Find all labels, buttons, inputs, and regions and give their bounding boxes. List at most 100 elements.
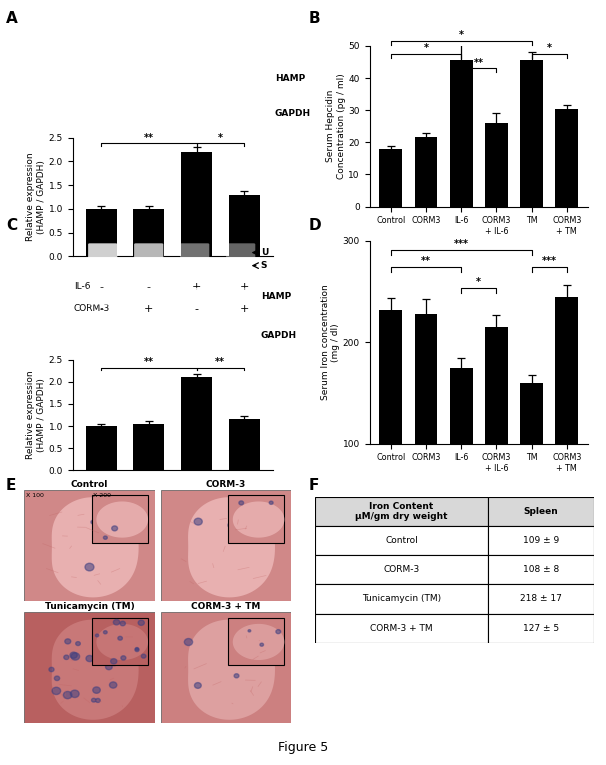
Circle shape	[104, 630, 107, 634]
Circle shape	[113, 620, 120, 625]
FancyBboxPatch shape	[134, 288, 163, 305]
Text: Figure 5: Figure 5	[278, 741, 328, 754]
Polygon shape	[52, 497, 139, 597]
Text: TM: TM	[74, 495, 87, 504]
Text: -: -	[99, 282, 103, 292]
Circle shape	[121, 656, 126, 660]
FancyBboxPatch shape	[182, 259, 207, 272]
Text: E: E	[6, 478, 16, 493]
Polygon shape	[96, 624, 148, 660]
Text: Spleen: Spleen	[524, 507, 558, 516]
Text: -: -	[99, 304, 103, 314]
Bar	[555, 109, 578, 207]
Bar	[488, 555, 594, 584]
FancyBboxPatch shape	[88, 288, 118, 305]
Circle shape	[70, 652, 77, 659]
Text: CORM-3: CORM-3	[74, 515, 110, 524]
Text: +: +	[192, 282, 201, 292]
Text: 109 ± 9: 109 ± 9	[523, 536, 559, 545]
Circle shape	[194, 518, 202, 525]
Polygon shape	[96, 502, 148, 538]
FancyBboxPatch shape	[83, 99, 122, 128]
Circle shape	[55, 676, 59, 681]
FancyBboxPatch shape	[221, 99, 261, 128]
FancyBboxPatch shape	[225, 69, 256, 88]
Text: -: -	[195, 515, 199, 525]
Text: **: **	[144, 133, 154, 143]
Circle shape	[76, 642, 81, 646]
Circle shape	[135, 648, 139, 652]
Polygon shape	[233, 624, 284, 660]
Title: Tunicamycin (TM): Tunicamycin (TM)	[44, 602, 135, 611]
Bar	[92, 617, 148, 666]
Text: ***: ***	[454, 239, 468, 249]
Text: -: -	[99, 495, 103, 505]
Polygon shape	[233, 502, 284, 538]
Text: +: +	[239, 282, 249, 292]
Text: -: -	[99, 515, 103, 525]
Bar	[520, 60, 543, 207]
Bar	[181, 152, 212, 256]
FancyBboxPatch shape	[176, 324, 213, 347]
Bar	[92, 495, 148, 543]
Circle shape	[52, 687, 61, 695]
Circle shape	[93, 687, 100, 693]
Text: *: *	[476, 277, 481, 287]
Bar	[181, 377, 212, 470]
Circle shape	[85, 563, 94, 571]
Text: IL-6: IL-6	[74, 282, 90, 291]
FancyBboxPatch shape	[222, 324, 259, 347]
Text: Iron Content
μM/gm dry weight: Iron Content μM/gm dry weight	[355, 502, 448, 522]
Circle shape	[110, 682, 117, 688]
Text: CORM-3: CORM-3	[384, 565, 420, 575]
Bar	[86, 209, 117, 256]
Text: GAPDH: GAPDH	[261, 331, 297, 340]
Circle shape	[49, 667, 54, 672]
Text: X 100: X 100	[25, 493, 44, 498]
FancyBboxPatch shape	[228, 259, 253, 272]
Bar	[488, 614, 594, 643]
Bar	[485, 123, 508, 207]
Bar	[86, 426, 117, 470]
FancyBboxPatch shape	[129, 99, 168, 128]
Circle shape	[276, 630, 281, 633]
Circle shape	[112, 526, 118, 531]
Bar	[315, 526, 488, 555]
Text: **: **	[474, 57, 484, 67]
FancyBboxPatch shape	[84, 324, 121, 347]
Text: +: +	[239, 515, 249, 525]
Text: -: -	[147, 495, 151, 505]
FancyBboxPatch shape	[87, 69, 118, 88]
Text: S: S	[261, 261, 267, 270]
Bar	[379, 310, 402, 545]
Circle shape	[108, 658, 115, 663]
Bar	[415, 138, 438, 207]
FancyBboxPatch shape	[226, 288, 255, 305]
Circle shape	[269, 501, 273, 504]
Bar	[488, 584, 594, 614]
Bar	[133, 209, 164, 256]
Bar	[228, 495, 284, 543]
FancyBboxPatch shape	[90, 259, 115, 272]
Circle shape	[184, 639, 193, 646]
Bar	[520, 382, 543, 545]
FancyBboxPatch shape	[180, 243, 209, 262]
Circle shape	[91, 520, 95, 524]
Bar	[228, 617, 284, 666]
Y-axis label: Relative expression
(HAMP / GAPDH): Relative expression (HAMP / GAPDH)	[27, 371, 46, 459]
Text: *: *	[424, 43, 428, 53]
Polygon shape	[52, 620, 139, 720]
Text: ***: ***	[542, 256, 557, 266]
Bar	[488, 526, 594, 555]
Circle shape	[86, 656, 93, 662]
Circle shape	[138, 620, 144, 626]
Circle shape	[260, 643, 264, 646]
Polygon shape	[188, 620, 275, 720]
Text: 218 ± 17: 218 ± 17	[520, 594, 562, 604]
Text: +: +	[192, 495, 201, 505]
FancyBboxPatch shape	[180, 288, 209, 305]
Circle shape	[234, 674, 239, 678]
Circle shape	[112, 659, 118, 665]
FancyBboxPatch shape	[88, 243, 118, 262]
Text: GAPDH: GAPDH	[275, 109, 311, 118]
